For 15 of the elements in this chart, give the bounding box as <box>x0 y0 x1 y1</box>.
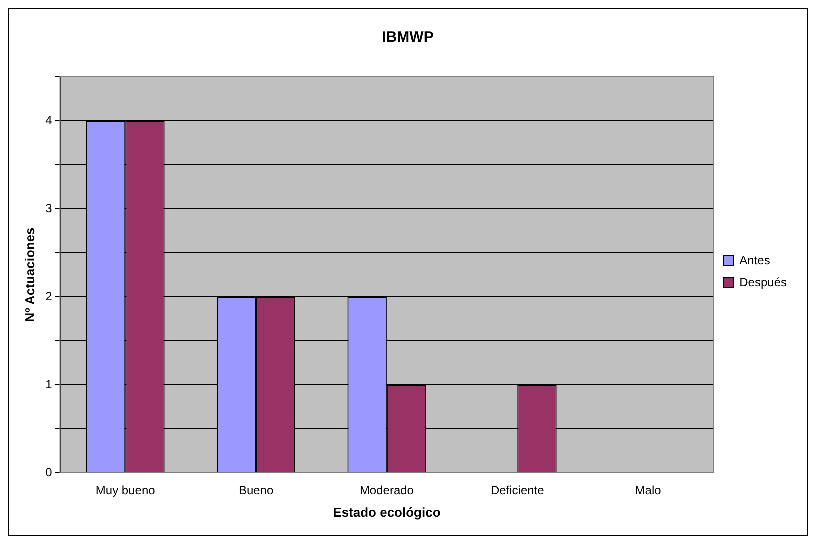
legend-label: Después <box>740 275 788 290</box>
x-tick-label: Muy bueno <box>96 484 156 498</box>
x-tick-label: Malo <box>635 484 662 498</box>
y-tick-label: 1 <box>46 377 53 392</box>
x-axis-title: Estado ecológico <box>333 504 441 520</box>
x-tick-label: Deficiente <box>490 484 545 498</box>
y-tick-label: 4 <box>46 113 53 128</box>
y-tick-label: 2 <box>46 289 53 304</box>
chart-title: IBMWP <box>382 29 434 46</box>
y-axis-title: Nº Actuaciones <box>22 228 38 322</box>
legend-label: Antes <box>740 253 770 268</box>
y-tick-label: 0 <box>46 465 53 480</box>
x-tick-label: Bueno <box>238 484 274 498</box>
x-tick-label: Moderado <box>360 484 414 498</box>
y-tick-label: 3 <box>46 201 53 216</box>
